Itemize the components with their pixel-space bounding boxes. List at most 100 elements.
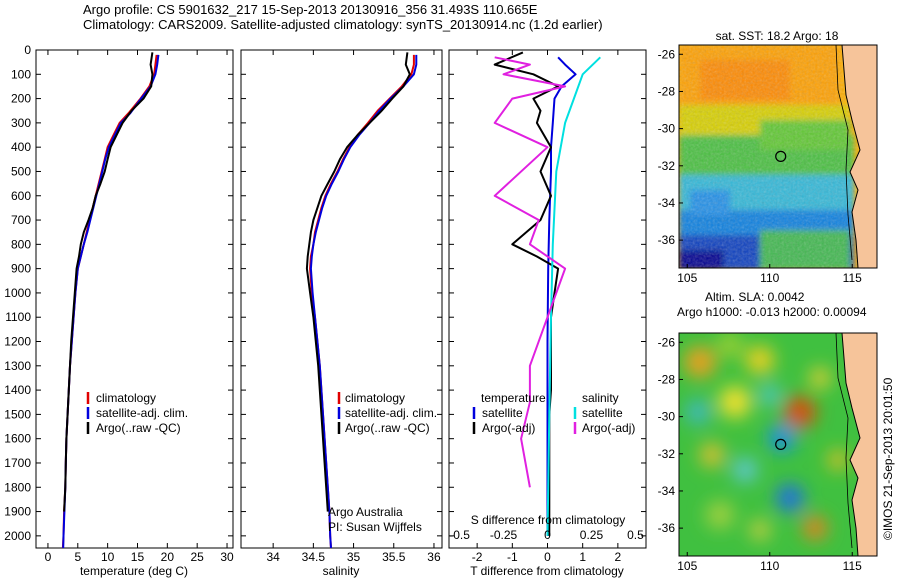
salinity-series-lines xyxy=(305,52,418,549)
y-tick-label: 100 xyxy=(11,67,31,81)
map-y-tick-label: -28 xyxy=(658,372,676,386)
y-tick-label: 900 xyxy=(11,262,31,276)
annotation-pi: PI: Susan Wijffels xyxy=(328,520,422,534)
salinity-difference-ticklabels: -0.5 -0.25 0 0.25 0.5 xyxy=(449,528,644,542)
y-tick-label: 2000 xyxy=(4,529,31,543)
temperature-legend: climatology satellite-adj. clim. Argo(..… xyxy=(86,391,188,435)
salinity-difference-tick-label: 0.25 xyxy=(580,528,604,542)
salinity-difference-tick-label: 0.5 xyxy=(627,528,644,542)
x-tick-label: 2 xyxy=(615,550,622,564)
s-difference-xlabel: S difference from climatology xyxy=(471,513,626,527)
salinity-axes-frame xyxy=(240,49,443,549)
annotation-argo-australia: Argo Australia xyxy=(328,505,403,519)
map-x-tick-label: 105 xyxy=(677,559,697,573)
legend-label-climatology: climatology xyxy=(96,391,156,405)
map-y-tick-label: -36 xyxy=(658,521,676,535)
y-tick-label: 1500 xyxy=(4,407,31,421)
sst-map-isobath xyxy=(835,45,853,261)
y-tick-label: 800 xyxy=(11,237,31,251)
map-x-tick-label: 110 xyxy=(760,271,779,285)
map-y-tick-label: -36 xyxy=(658,233,676,247)
x-tick-label: 1 xyxy=(579,550,586,564)
y-tick-label: 1300 xyxy=(4,359,31,373)
temperature-axes-frame xyxy=(35,49,234,549)
sla-map-subtitle: Argo h1000: -0.013 h2000: 0.00094 xyxy=(677,305,867,319)
temperature-series-lines xyxy=(61,52,160,549)
salinity-x-axis: 34 34.5 35 35.5 36 xyxy=(241,49,442,564)
legend-label-satellite: satellite-adj. clim. xyxy=(96,406,188,420)
y-tick-label: 500 xyxy=(11,164,31,178)
figure-title-line-2: Climatology: CARS2009. Satellite-adjuste… xyxy=(83,17,603,32)
y-tick-label: 600 xyxy=(11,189,31,203)
x-tick-label: 0 xyxy=(544,550,551,564)
series-line-argo-raw-qc xyxy=(63,52,154,512)
sst-map-frame xyxy=(678,44,878,269)
map-x-tick-label: 105 xyxy=(677,271,697,285)
y-tick-label: 1800 xyxy=(4,480,31,494)
legend-label-satellite: satellite-adj. clim. xyxy=(345,406,437,420)
legend-label-argo: Argo(..raw -QC) xyxy=(96,421,181,435)
map-x-tick-label: 110 xyxy=(760,559,779,573)
sst-map-land xyxy=(841,45,877,268)
map-y-tick-label: -34 xyxy=(658,196,676,210)
legend-label-climatology: climatology xyxy=(345,391,405,405)
imos-timestamp: ©IMOS 21-Sep-2013 20:01:50 xyxy=(881,377,895,540)
y-tick-label: 1200 xyxy=(4,335,31,349)
map-y-tick-label: -32 xyxy=(658,159,676,173)
sla-map-frame xyxy=(678,332,878,557)
difference-legend: temperature salinity satellite Argo(-adj… xyxy=(472,391,635,435)
temperature-xlabel: temperature (deg C) xyxy=(80,564,188,578)
temperature-panel: 0100200300400500600700800900100011001200… xyxy=(4,43,234,578)
map-x-tick-label: 115 xyxy=(843,559,862,573)
sla-argo-location-marker xyxy=(775,438,787,450)
difference-series-lines xyxy=(493,51,601,536)
salinity-difference-tick-label: -0.25 xyxy=(490,528,518,542)
x-tick-label: 15 xyxy=(131,550,145,564)
x-tick-label: 36 xyxy=(427,550,441,564)
y-tick-label: 1700 xyxy=(4,456,31,470)
x-tick-label: 25 xyxy=(191,550,205,564)
legend-label-temp-argo: Argo(-adj) xyxy=(482,421,535,435)
salinity-xlabel: salinity xyxy=(323,564,360,578)
series-line-argo-raw-qc xyxy=(305,52,411,512)
sla-map-isobath xyxy=(835,333,853,549)
map-y-tick-label: -26 xyxy=(658,47,676,61)
salinity-legend: climatology satellite-adj. clim. Argo(..… xyxy=(337,391,437,435)
difference-x-axis: -2 -1 0 1 2 xyxy=(449,49,646,564)
map-x-tick-label: 115 xyxy=(843,271,862,285)
difference-panel: -2 -1 0 1 2 T difference from climatology S … xyxy=(448,49,647,578)
legend-label-temp-satellite: satellite xyxy=(482,406,523,420)
map-y-tick-label: -30 xyxy=(658,410,676,424)
figure-title-line-1: Argo profile: CS 5901632_217 15-Sep-2013… xyxy=(83,2,538,17)
series-line-satellite-adj-clim xyxy=(309,54,418,549)
sla-map-axes: 105 110 115 -26 -28 -30 -32 -34 -36 xyxy=(658,335,862,573)
y-tick-label: 1600 xyxy=(4,432,31,446)
series-line-salinity-satellite xyxy=(546,56,601,536)
y-tick-label: 400 xyxy=(11,140,31,154)
x-tick-label: 20 xyxy=(161,550,175,564)
x-tick-label: 35.5 xyxy=(382,550,406,564)
legend-label-argo: Argo(..raw -QC) xyxy=(345,421,430,435)
depth-axis: 0 100 200 300 400 500 600 700 800 900 1000 1100 1200… xyxy=(4,43,31,543)
legend-header-salinity: salinity xyxy=(582,391,619,405)
sla-map-land xyxy=(841,333,877,556)
sst-map-axes: 105 110 115 -26 -28 -30 -32 -34 -36 xyxy=(658,47,862,285)
map-y-tick-label: -28 xyxy=(658,84,676,98)
sst-map-panel: sat. SST: 18.2 Argo: 18 105 110 115-2 xyxy=(658,29,878,285)
t-difference-xlabel: T difference from climatology xyxy=(470,564,624,578)
legend-header-temperature: temperature xyxy=(481,391,546,405)
x-tick-label: -2 xyxy=(472,550,483,564)
x-tick-label: 0 xyxy=(45,550,52,564)
legend-label-sal-satellite: satellite xyxy=(582,406,623,420)
y-tick-label: 1100 xyxy=(5,310,31,324)
y-tick-label: 700 xyxy=(11,213,31,227)
x-tick-label: 5 xyxy=(74,550,81,564)
x-tick-label: -1 xyxy=(507,550,518,564)
sla-map-panel: Altim. SLA: 0.0042 Argo h1000: -0.013 h2… xyxy=(658,290,878,573)
y-tick-label: 1000 xyxy=(4,286,31,300)
sst-map-title: sat. SST: 18.2 Argo: 18 xyxy=(716,29,839,43)
map-y-tick-label: -34 xyxy=(658,484,676,498)
y-tick-label: 300 xyxy=(11,116,31,130)
series-line-temperature-satellite xyxy=(546,56,577,536)
